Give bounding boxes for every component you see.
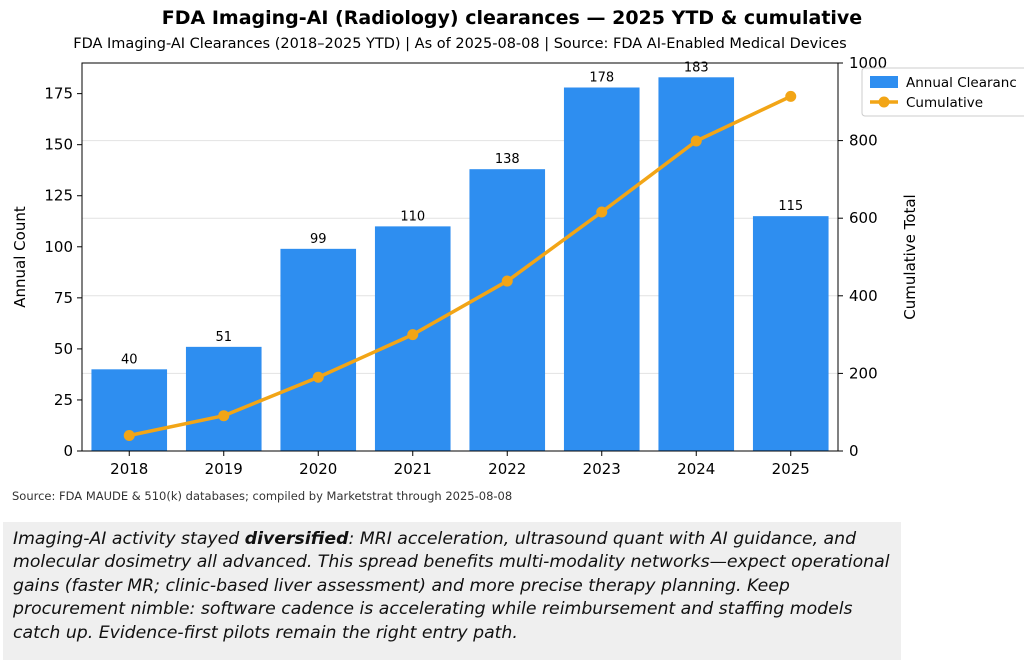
y-tick-label: 125: [44, 187, 73, 205]
y2-tick-label: 400: [849, 287, 878, 305]
bar-value-label: 110: [400, 209, 425, 224]
x-tick-label: 2020: [299, 460, 337, 478]
legend-label-line: Cumulative: [906, 95, 983, 111]
y2-axis-label: Cumulative Total: [901, 194, 919, 319]
cumulative-point-2025: [785, 90, 797, 102]
y2-tick-label: 600: [849, 209, 878, 227]
bar-2023: [563, 87, 640, 452]
bar-value-label: 99: [310, 232, 327, 247]
legend-box: [861, 67, 1024, 117]
y2-tick-label: 0: [849, 442, 859, 460]
bar-value-label: 138: [495, 152, 520, 167]
bar-2022: [469, 169, 546, 452]
x-tick-label: 2023: [583, 460, 621, 478]
legend-label-bars: Annual Clearanc: [906, 75, 1017, 91]
cumulative-point-2018: [123, 429, 135, 441]
x-tick-label: 2024: [677, 460, 715, 478]
y-tick-label: 100: [44, 238, 73, 256]
bar-2020: [280, 248, 357, 451]
y2-tick-label: 200: [849, 364, 878, 382]
legend: Annual Clearanc Cumulative: [861, 67, 1024, 117]
chart-subtitle: FDA Imaging-AI Clearances (2018–2025 YTD…: [73, 36, 847, 52]
x-tick-label: 2018: [110, 460, 148, 478]
cumulative-line-layer: [123, 90, 797, 441]
y-tick-label: 150: [44, 136, 73, 154]
commentary-box: Imaging-AI activity stayed diversified: …: [3, 522, 901, 660]
y-tick-label: 75: [54, 289, 73, 307]
bar-value-label: 51: [215, 330, 232, 345]
cumulative-point-2021: [407, 329, 419, 341]
chart-title: FDA Imaging-AI (Radiology) clearances — …: [161, 7, 863, 29]
y-tick-label: 50: [54, 340, 73, 358]
legend-swatch-bars: [870, 76, 898, 88]
x-tick-label: 2025: [772, 460, 810, 478]
bar-value-label: 183: [684, 60, 709, 75]
bar-value-label: 115: [778, 199, 803, 214]
commentary-body: : MRI acceleration, ultrasound quant wit…: [13, 529, 890, 643]
source-footnote: Source: FDA MAUDE & 510(k) databases; co…: [12, 489, 513, 503]
commentary-emphasis: diversified: [244, 529, 349, 549]
bar-2025: [752, 216, 829, 451]
y2-tick-label: 800: [849, 132, 878, 150]
cumulative-point-2019: [218, 410, 230, 422]
x-tick-label: 2021: [394, 460, 432, 478]
cumulative-point-2023: [596, 206, 608, 218]
y-tick-label: 0: [63, 442, 73, 460]
cumulative-point-2024: [690, 135, 702, 147]
cumulative-point-2020: [312, 371, 324, 383]
bar-value-label: 178: [589, 71, 614, 86]
commentary-lead: Imaging-AI activity stayed: [13, 529, 245, 549]
bar-2024: [658, 77, 735, 451]
cumulative-point-2022: [501, 275, 513, 287]
bars: 40 51 99 110 138 178 183 115: [91, 60, 829, 452]
chart-canvas: 40 51 99 110 138 178 183 115 0 25 50 75 100 125 150 17…: [11, 54, 1024, 478]
plot-frame: [81, 62, 839, 452]
y-tick-label: 25: [54, 391, 73, 409]
y-axis-label: Annual Count: [11, 206, 29, 308]
legend-marker-line: [878, 96, 890, 108]
x-tick-label: 2022: [488, 460, 526, 478]
cumulative-line: [128, 94, 792, 438]
bar-value-label: 40: [121, 352, 138, 367]
y-tick-label: 175: [44, 85, 73, 103]
x-tick-label: 2019: [205, 460, 243, 478]
axes: 0255075100125150175020040060080010002018…: [11, 54, 919, 478]
bar-2019: [185, 346, 262, 451]
